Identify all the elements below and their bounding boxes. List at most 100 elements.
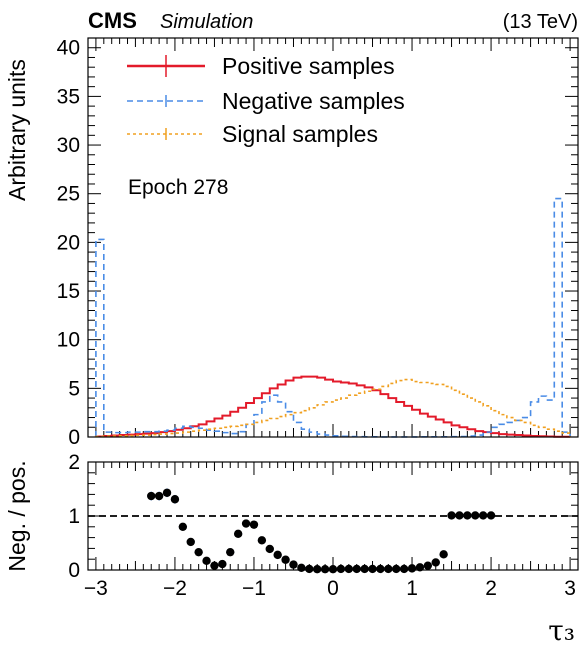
ratio-point bbox=[376, 564, 385, 574]
legend-entry-negative: Negative samples bbox=[127, 88, 405, 114]
experiment-label: CMS bbox=[88, 8, 137, 33]
x-tick-label: −2 bbox=[163, 577, 187, 600]
lower-panel: Neg. / pos. 0 1 2 −3 −2 −1 0 1 2 3 τ₃ bbox=[4, 451, 579, 647]
legend-negative-label: Negative samples bbox=[222, 88, 405, 114]
ratio-point bbox=[352, 564, 361, 574]
ratio-point-marker bbox=[312, 564, 322, 574]
ratio-point-marker bbox=[376, 564, 385, 574]
ratio-point bbox=[186, 537, 195, 547]
ratio-point bbox=[162, 488, 172, 498]
ratio-point bbox=[439, 550, 448, 559]
ratio-point-marker bbox=[360, 564, 369, 574]
lower-x-ticks: −3 −2 −1 0 1 2 3 bbox=[84, 462, 579, 600]
x-axis-title: τ₃ bbox=[548, 614, 575, 647]
ratio-point-marker bbox=[486, 511, 496, 520]
upper-y-tick-label: 25 bbox=[57, 183, 80, 206]
x-tick-label: 0 bbox=[327, 577, 339, 600]
ratio-point bbox=[447, 511, 456, 520]
legend: Positive samples Negative samples Signal… bbox=[127, 53, 405, 147]
upper-y-tick-label: 0 bbox=[68, 426, 80, 449]
legend-signal-label: Signal samples bbox=[222, 121, 378, 147]
x-tick-label: −3 bbox=[84, 577, 108, 600]
legend-entry-positive: Positive samples bbox=[127, 53, 395, 79]
ratio-point bbox=[170, 494, 180, 504]
ratio-point bbox=[194, 547, 203, 557]
ratio-point bbox=[202, 556, 211, 566]
ratio-point-marker bbox=[273, 550, 282, 560]
ratio-point-marker bbox=[336, 564, 346, 574]
ratio-point bbox=[368, 564, 377, 574]
upper-y-tick-label: 35 bbox=[57, 85, 80, 108]
legend-positive-label: Positive samples bbox=[222, 53, 395, 79]
ratio-point bbox=[178, 522, 188, 531]
legend-entry-signal: Signal samples bbox=[127, 121, 378, 147]
ratio-point-marker bbox=[178, 522, 188, 531]
ratio-point-marker bbox=[186, 537, 195, 547]
ratio-point-marker bbox=[226, 547, 235, 557]
ratio-point bbox=[407, 564, 417, 573]
histogram-series bbox=[94, 197, 572, 438]
histogram-line-positive bbox=[94, 375, 572, 438]
ratio-point-marker bbox=[170, 495, 180, 504]
ratio-point-marker bbox=[162, 488, 172, 497]
ratio-point-marker bbox=[447, 511, 456, 520]
ratio-point-marker bbox=[399, 564, 409, 574]
ratio-point bbox=[320, 564, 330, 574]
upper-y-tick-label: 40 bbox=[57, 37, 80, 60]
ratio-point bbox=[226, 547, 235, 557]
ratio-point-marker bbox=[305, 564, 314, 574]
ratio-point bbox=[218, 559, 227, 569]
ratio-point bbox=[399, 564, 409, 574]
ratio-point-marker bbox=[265, 544, 274, 554]
ratio-point bbox=[154, 491, 164, 501]
ratio-point bbox=[360, 564, 369, 574]
ratio-point-marker bbox=[202, 556, 211, 566]
ratio-point-marker bbox=[257, 536, 267, 545]
ratio-point bbox=[147, 491, 156, 501]
ratio-point-marker bbox=[233, 529, 243, 539]
ratio-point bbox=[336, 564, 346, 574]
ratio-point-marker bbox=[352, 564, 361, 574]
ratio-point-marker bbox=[241, 519, 251, 528]
epoch-annotation: Epoch 278 bbox=[128, 176, 228, 199]
ratio-point-marker bbox=[471, 511, 480, 520]
lower-frame bbox=[87, 461, 579, 571]
ratio-point bbox=[273, 550, 282, 560]
ratio-point-marker bbox=[423, 561, 433, 570]
ratio-point-marker bbox=[384, 564, 393, 574]
ratio-point bbox=[289, 560, 298, 569]
ratio-point bbox=[281, 555, 290, 564]
simulation-label: Simulation bbox=[160, 11, 253, 33]
upper-y-tick-label: 10 bbox=[57, 329, 80, 352]
ratio-point-marker bbox=[328, 564, 338, 574]
ratio-point bbox=[344, 564, 354, 574]
energy-label: (13 TeV) bbox=[503, 11, 578, 33]
upper-y-ticks: 0 5 10 15 20 25 30 35 40 bbox=[57, 37, 578, 449]
ratio-point-marker bbox=[320, 564, 330, 574]
upper-y-axis-title: Arbitrary units bbox=[4, 59, 30, 201]
ratio-point-marker bbox=[218, 559, 227, 569]
lower-y-axis-title: Neg. / pos. bbox=[4, 460, 30, 571]
ratio-point-marker bbox=[289, 560, 298, 569]
ratio-point-marker bbox=[478, 511, 488, 520]
lower-y-tick-label: 1 bbox=[68, 505, 80, 528]
ratio-point-marker bbox=[407, 564, 417, 573]
ratio-point bbox=[423, 561, 433, 570]
upper-y-tick-label: 20 bbox=[57, 231, 80, 254]
ratio-point bbox=[241, 519, 251, 528]
histogram-line-negative bbox=[95, 197, 571, 438]
ratio-point bbox=[312, 564, 322, 574]
ratio-point bbox=[297, 563, 306, 573]
ratio-point bbox=[265, 544, 274, 554]
ratio-point bbox=[305, 564, 314, 574]
ratio-point bbox=[431, 558, 440, 567]
ratio-point-marker bbox=[210, 561, 219, 570]
ratio-point bbox=[455, 511, 464, 520]
ratio-point-marker bbox=[439, 550, 448, 559]
ratio-point-marker bbox=[344, 564, 354, 574]
ratio-point bbox=[478, 511, 488, 520]
upper-y-tick-label: 15 bbox=[57, 280, 80, 303]
x-tick-label: 2 bbox=[485, 577, 497, 600]
upper-y-tick-label: 5 bbox=[68, 377, 80, 400]
